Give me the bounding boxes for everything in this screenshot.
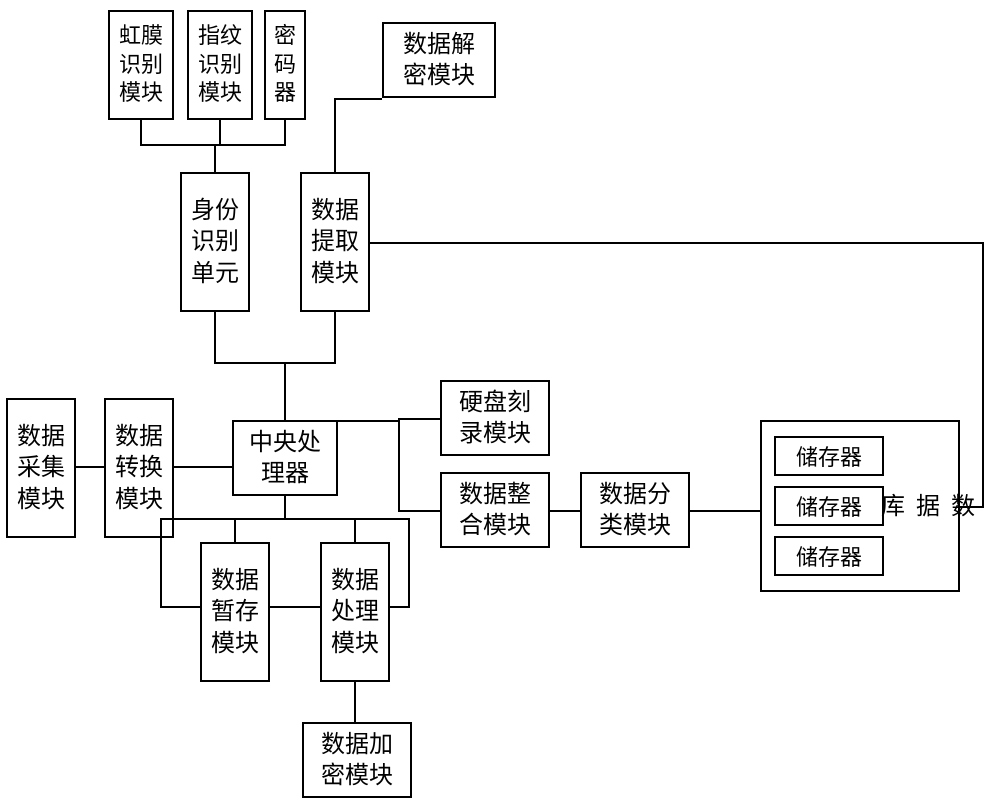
node-classify: 数据分类模块 [580, 472, 690, 548]
edge [690, 510, 760, 512]
edge [960, 506, 984, 508]
database-label: 数据库 [900, 432, 950, 584]
edge [370, 242, 984, 244]
edge [354, 518, 356, 542]
edge [354, 682, 356, 722]
edge [982, 242, 984, 506]
edge [214, 312, 216, 362]
edge [398, 418, 440, 420]
node-encrypt: 数据加密模块 [302, 722, 412, 798]
node-identity: 身份识别单元 [180, 172, 250, 312]
storage-3: 储存器 [774, 536, 884, 576]
node-decrypt: 数据解密模块 [382, 22, 496, 98]
storage-1: 储存器 [774, 436, 884, 476]
edge [338, 420, 398, 422]
edge [234, 518, 236, 542]
storage-2: 储存器 [774, 486, 884, 526]
edge [284, 496, 286, 518]
edge [270, 606, 320, 608]
edge [408, 518, 410, 606]
edge [390, 606, 410, 608]
edge [284, 120, 286, 144]
edge [140, 120, 142, 144]
edge [160, 518, 162, 606]
node-cpu: 中央处理器 [232, 420, 338, 496]
node-extract: 数据提取模块 [300, 172, 370, 312]
edge [398, 510, 440, 512]
node-fingerprint: 指纹识别模块 [187, 10, 253, 120]
edge [334, 98, 336, 172]
edge [214, 144, 216, 172]
node-disk: 硬盘刻录模块 [440, 380, 550, 456]
node-collect: 数据采集模块 [6, 398, 76, 538]
node-temp: 数据暂存模块 [200, 542, 270, 682]
node-password: 密码器 [264, 10, 306, 120]
node-iris: 虹膜识别模块 [108, 10, 174, 120]
edge [140, 144, 286, 146]
edge [334, 312, 336, 362]
edge [160, 518, 408, 520]
edge [550, 510, 580, 512]
node-process: 数据处理模块 [320, 542, 390, 682]
edge [160, 606, 200, 608]
edge [174, 466, 232, 468]
node-integrate: 数据整合模块 [440, 472, 550, 548]
edge [214, 362, 336, 364]
database-group: 储存器 储存器 储存器 数据库 [760, 420, 960, 592]
edge [398, 418, 400, 512]
node-convert: 数据转换模块 [104, 398, 174, 538]
edge [334, 98, 382, 100]
edge [219, 120, 221, 144]
edge [76, 466, 104, 468]
edge [284, 362, 286, 420]
